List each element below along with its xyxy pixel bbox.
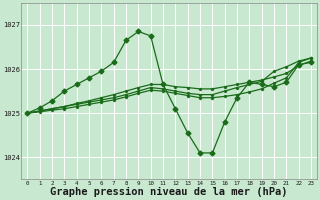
X-axis label: Graphe pression niveau de la mer (hPa): Graphe pression niveau de la mer (hPa) bbox=[51, 187, 288, 197]
